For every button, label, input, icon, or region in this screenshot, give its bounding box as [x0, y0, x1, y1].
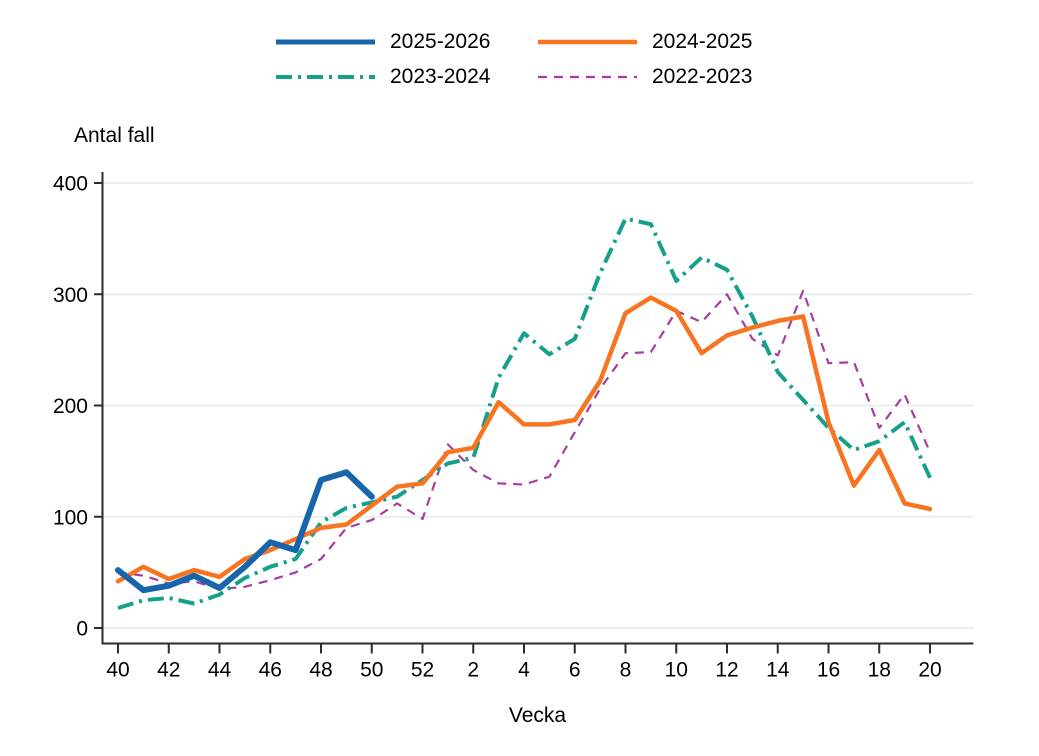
legend-line-sample [276, 75, 375, 79]
legend-line-sample [538, 39, 637, 45]
legend-item-2024-2025: 2024-2025 [538, 30, 753, 53]
legend-line-sample [276, 39, 375, 45]
x-tick-label: 40 [106, 659, 129, 682]
chart-title: Antal fall [74, 124, 155, 147]
x-tick-label: 2 [467, 659, 479, 682]
x-tick-label: 6 [569, 659, 581, 682]
series-line-2025-2026 [115, 469, 375, 594]
x-axis-title: Vecka [0, 704, 1039, 728]
x-tick-label: 18 [868, 659, 891, 682]
x-tick-label: 8 [620, 659, 632, 682]
y-tick-label: 0 [76, 618, 88, 641]
legend-item-2023-2024: 2023-2024 [276, 65, 538, 88]
legend-label: 2025-2026 [390, 30, 491, 53]
x-tick-label: 50 [360, 659, 383, 682]
series-group [115, 216, 933, 610]
legend-label: 2022-2023 [652, 65, 753, 88]
x-tick-label: 42 [157, 659, 180, 682]
gridlines [102, 182, 974, 629]
y-tick-label: 100 [53, 506, 88, 529]
legend-label: 2023-2024 [390, 65, 491, 88]
x-tick-label: 52 [411, 659, 434, 682]
series-line-2022-2023 [117, 289, 932, 591]
legend-line-sample [538, 75, 637, 79]
x-tick-label: 10 [665, 659, 688, 682]
chart-legend: 2025-2026 2024-2025 2023-2024 2022-2023 [276, 30, 753, 88]
legend-label: 2024-2025 [652, 30, 753, 53]
series-line-2023-2024 [117, 216, 932, 610]
y-tick-label: 300 [53, 284, 88, 307]
legend-item-2022-2023: 2022-2023 [538, 65, 753, 88]
x-tick-label: 14 [766, 659, 790, 682]
legend-item-2025-2026: 2025-2026 [276, 30, 538, 53]
x-tick-label: 4 [518, 659, 530, 682]
x-tick-label: 20 [918, 659, 941, 682]
x-tick-label: 44 [208, 659, 232, 682]
x-tick-label: 12 [715, 659, 738, 682]
x-tick-label: 46 [259, 659, 282, 682]
x-tick-label: 16 [817, 659, 840, 682]
series-line-2024-2025 [115, 295, 933, 584]
y-tick-label: 200 [53, 395, 88, 418]
y-tick-label: 400 [53, 173, 88, 196]
x-tick-label: 48 [309, 659, 332, 682]
x-axis-title-text: Vecka [508, 704, 567, 727]
